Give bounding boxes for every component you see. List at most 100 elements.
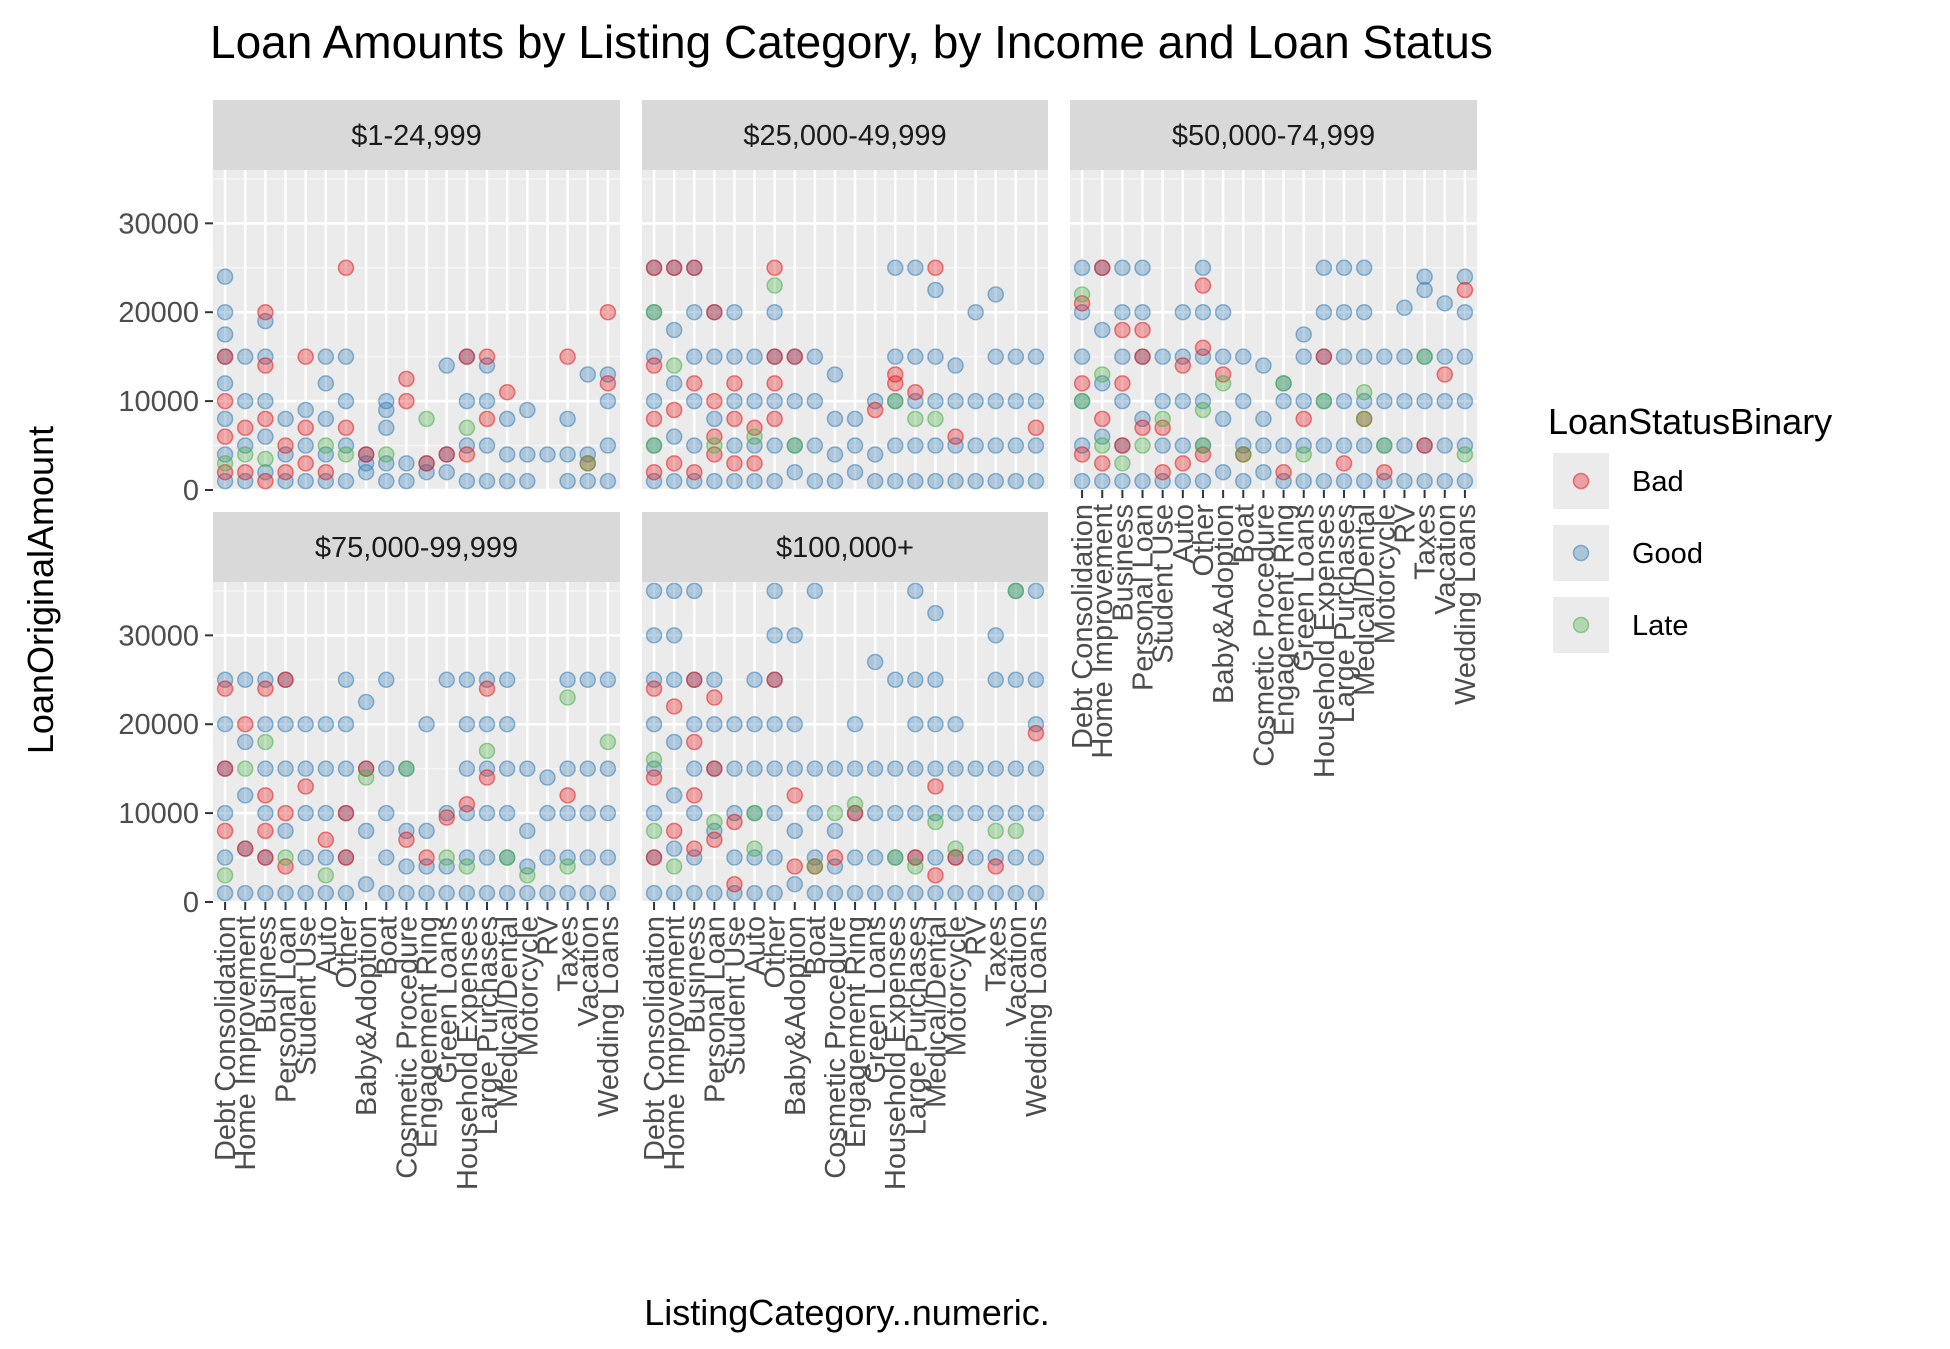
- data-point: [398, 831, 415, 849]
- data-point: [337, 392, 355, 410]
- x-tick-label: Business: [1107, 504, 1139, 622]
- data-point: [236, 787, 254, 804]
- data-point: [337, 849, 355, 866]
- data-point: [438, 446, 455, 463]
- data-point: [907, 671, 924, 689]
- x-tick-label: Large Purchases: [900, 916, 932, 1135]
- data-point: [1436, 366, 1454, 383]
- data-point: [236, 437, 254, 454]
- data-point: [1235, 437, 1252, 454]
- data-point: [846, 463, 864, 481]
- data-point: [519, 867, 536, 884]
- data-point: [216, 715, 234, 733]
- facet-strip: [213, 512, 620, 582]
- data-point: [478, 472, 496, 490]
- data-point: [686, 840, 703, 857]
- data-point: [786, 787, 804, 804]
- data-point: [1194, 472, 1212, 490]
- data-point: [378, 760, 395, 777]
- data-point: [645, 463, 663, 481]
- data-point: [599, 472, 617, 490]
- data-point: [927, 867, 944, 884]
- data-point: [579, 366, 597, 383]
- data-point: [766, 671, 783, 689]
- data-point: [726, 760, 743, 777]
- data-point: [418, 715, 435, 733]
- data-point: [1093, 428, 1111, 445]
- data-point: [1295, 326, 1312, 343]
- data-point: [907, 410, 924, 428]
- data-point: [1214, 303, 1232, 321]
- legend-label: Late: [1632, 610, 1688, 642]
- data-point: [498, 715, 516, 733]
- data-point: [706, 760, 723, 777]
- data-point: [967, 472, 984, 490]
- data-point: [1396, 348, 1413, 365]
- data-point: [498, 849, 516, 866]
- data-point: [665, 472, 683, 490]
- data-point: [686, 375, 703, 392]
- data-point: [886, 472, 904, 490]
- data-point: [766, 849, 783, 866]
- data-point: [907, 804, 924, 822]
- data-point: [297, 884, 314, 902]
- data-point: [1456, 437, 1474, 454]
- data-point: [438, 858, 455, 875]
- data-point: [599, 392, 617, 410]
- data-point: [418, 410, 435, 428]
- data-point: [665, 884, 683, 902]
- data-point: [1007, 348, 1025, 365]
- data-point: [1154, 348, 1171, 365]
- data-point: [866, 653, 884, 671]
- data-point: [1027, 884, 1045, 902]
- data-point: [216, 760, 234, 777]
- data-point: [317, 348, 335, 365]
- data-point: [1376, 392, 1393, 410]
- y-tick-label: 10000: [118, 386, 199, 418]
- legend-key-marker: [1572, 472, 1590, 490]
- data-point: [236, 760, 254, 777]
- data-point: [478, 715, 496, 733]
- data-point: [866, 472, 884, 490]
- data-point: [257, 463, 274, 481]
- data-point: [337, 472, 355, 490]
- data-point: [645, 884, 663, 902]
- data-point: [886, 259, 904, 277]
- data-point: [1376, 437, 1393, 454]
- data-point: [1255, 463, 1272, 481]
- data-point: [947, 715, 964, 733]
- data-point: [826, 366, 844, 383]
- x-tick-label: Taxes: [981, 916, 1013, 992]
- data-point: [1134, 321, 1151, 339]
- data-point: [1007, 884, 1025, 902]
- data-point: [599, 303, 617, 321]
- data-point: [317, 463, 335, 481]
- x-tick-label: Motorcycle: [941, 916, 973, 1056]
- data-point: [1114, 455, 1131, 472]
- data-point: [559, 410, 576, 428]
- data-point: [927, 348, 944, 365]
- x-tick-label: Motorcycle: [1369, 504, 1401, 644]
- data-point: [1194, 277, 1212, 294]
- x-tick-label: Personal Loan: [699, 916, 731, 1103]
- data-point: [766, 715, 783, 733]
- data-point: [216, 867, 234, 884]
- data-point: [886, 804, 904, 822]
- data-point: [665, 259, 683, 277]
- data-point: [337, 348, 355, 365]
- data-point: [378, 446, 395, 463]
- data-point: [1134, 437, 1151, 454]
- data-point: [987, 822, 1004, 840]
- data-point: [806, 849, 824, 866]
- data-point: [665, 858, 683, 875]
- data-point: [1027, 582, 1045, 600]
- data-point: [458, 419, 476, 437]
- data-point: [1416, 281, 1433, 299]
- data-point: [498, 383, 516, 401]
- data-point: [1456, 281, 1474, 299]
- data-point: [317, 472, 335, 490]
- data-point: [806, 884, 824, 902]
- data-point: [907, 858, 924, 875]
- data-point: [1335, 259, 1353, 277]
